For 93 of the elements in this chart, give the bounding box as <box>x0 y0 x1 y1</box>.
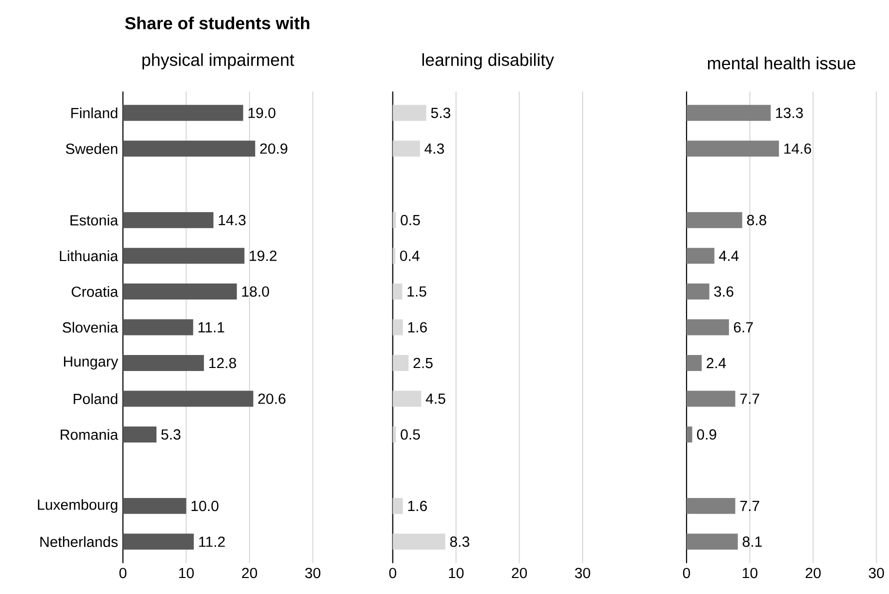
bar <box>686 426 692 443</box>
x-tick-label: 10 <box>448 568 464 578</box>
data-label: 19.2 <box>250 250 276 262</box>
bar <box>122 355 204 372</box>
x-tick-label: 30 <box>868 568 884 578</box>
bar <box>122 534 194 550</box>
bar <box>122 426 156 443</box>
data-label: 4.5 <box>426 394 446 404</box>
bar <box>686 248 714 264</box>
y-tick-label: Finland <box>71 108 118 118</box>
data-label: 12.8 <box>209 358 236 368</box>
data-label: 11.1 <box>198 322 224 333</box>
data-label: 2.4 <box>706 358 726 368</box>
data-label: 5.3 <box>431 108 450 118</box>
data-label: 20.9 <box>260 144 288 154</box>
bar <box>686 140 779 157</box>
x-tick-label: 10 <box>179 568 194 578</box>
data-label: 20.6 <box>258 394 286 404</box>
y-tick-label: Romania <box>60 429 118 440</box>
bar <box>392 140 420 157</box>
x-tick-label: 20 <box>806 568 821 578</box>
data-label: 8.1 <box>742 536 762 548</box>
data-label: 7.7 <box>740 394 760 404</box>
y-tick-label: Estonia <box>70 214 118 226</box>
chart-subtitle: learning disability <box>422 53 554 70</box>
data-label: 1.6 <box>408 500 427 512</box>
bar <box>686 319 729 336</box>
bar <box>122 140 256 157</box>
x-tick-label: 20 <box>512 568 527 578</box>
bar <box>392 248 396 264</box>
bar <box>122 319 194 336</box>
bar <box>122 390 254 407</box>
data-label: 4.3 <box>424 144 444 154</box>
bar <box>686 390 736 407</box>
data-label: 1.6 <box>408 322 427 333</box>
data-label: 3.6 <box>714 286 734 297</box>
data-label: 2.5 <box>414 358 433 368</box>
bar <box>392 105 426 122</box>
x-tick-label: 30 <box>305 568 320 578</box>
data-label: 8.8 <box>747 215 766 226</box>
bar <box>392 212 396 228</box>
data-label: 1.5 <box>408 286 426 297</box>
bar <box>686 212 742 228</box>
data-label: 19.0 <box>248 108 276 118</box>
y-tick-label: Hungary <box>64 356 118 370</box>
y-tick-label: Lithuania <box>60 250 118 262</box>
bar <box>392 390 422 407</box>
data-label: 5.3 <box>161 430 180 440</box>
bar <box>686 355 702 372</box>
data-label: 8.3 <box>450 536 470 548</box>
x-tick-label: 0 <box>683 568 690 578</box>
data-label: 0.5 <box>400 215 420 226</box>
bar <box>392 534 446 550</box>
y-tick-label: Luxembourg <box>38 499 118 513</box>
data-label: 14.3 <box>218 215 246 226</box>
chart-subtitle: physical impairment <box>142 53 294 70</box>
data-label: 0.4 <box>400 250 420 262</box>
bar <box>392 355 409 372</box>
data-label: 11.2 <box>199 536 225 547</box>
x-tick-label: 20 <box>242 568 258 578</box>
bar <box>392 319 403 336</box>
data-label: 13.3 <box>776 108 803 118</box>
y-tick-label: Croatia <box>72 286 118 298</box>
y-tick-label: Netherlands <box>40 536 118 548</box>
data-label: 10.0 <box>192 500 218 512</box>
y-tick-label: Sweden <box>66 143 118 154</box>
data-label: 0.5 <box>400 430 420 440</box>
data-label: 0.9 <box>697 430 716 440</box>
bar <box>686 498 736 514</box>
x-tick-label: 0 <box>389 568 396 578</box>
bar <box>686 284 710 300</box>
bar <box>122 212 214 228</box>
bar <box>122 105 244 122</box>
y-tick-label: Slovenia <box>62 322 118 333</box>
data-label: 4.4 <box>718 250 739 262</box>
bar <box>686 534 738 550</box>
bar <box>392 426 396 443</box>
bar <box>122 248 244 264</box>
data-label: 18.0 <box>242 286 270 297</box>
data-label: 14.6 <box>784 144 812 154</box>
chart-subtitle: mental health issue <box>708 56 856 70</box>
bar <box>392 284 402 300</box>
bar <box>686 105 771 122</box>
bar <box>392 498 403 514</box>
x-tick-label: 0 <box>119 568 126 578</box>
bar <box>122 498 186 514</box>
data-label: 6.7 <box>734 322 753 333</box>
x-tick-label: 30 <box>575 568 590 578</box>
bar <box>122 284 237 300</box>
x-tick-label: 10 <box>742 568 758 578</box>
y-tick-label: Poland <box>74 394 118 404</box>
data-label: 7.7 <box>740 501 760 512</box>
chart-title: Share of students with <box>125 16 310 30</box>
